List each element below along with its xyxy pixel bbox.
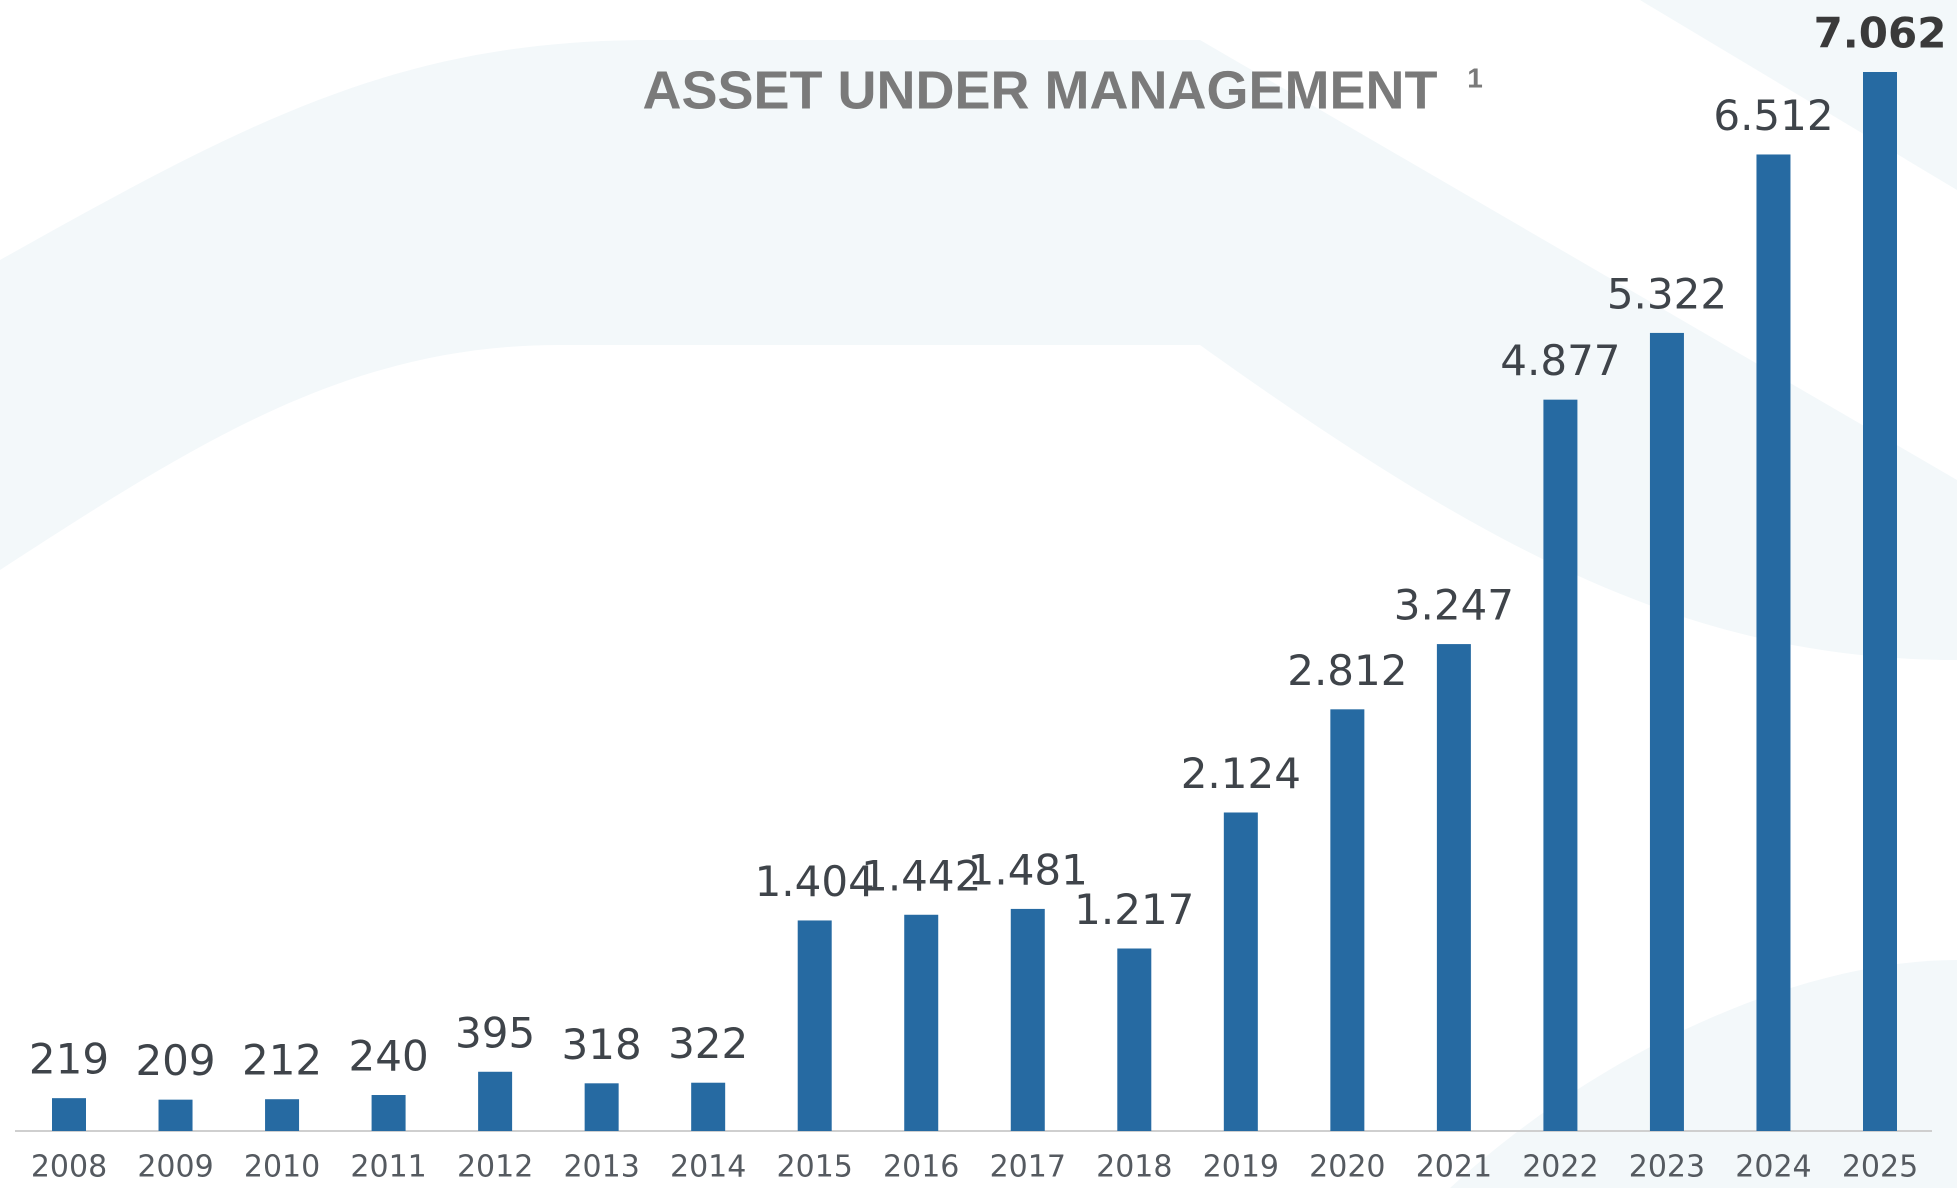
data-label: 212 [242, 1036, 322, 1085]
data-label: 6.512 [1713, 91, 1833, 140]
bar [158, 1099, 193, 1131]
x-tick-label: 2015 [777, 1150, 853, 1185]
x-tick-label: 2008 [31, 1150, 107, 1185]
x-tick-label: 2017 [990, 1150, 1066, 1185]
x-tick-label: 2019 [1203, 1150, 1279, 1185]
data-label: 209 [135, 1036, 215, 1085]
x-tick-label: 2021 [1416, 1150, 1492, 1185]
data-label: 395 [455, 1008, 535, 1057]
x-tick-label: 2014 [670, 1150, 746, 1185]
bar [478, 1071, 513, 1131]
bar [1863, 72, 1897, 1131]
x-tick-label: 2016 [883, 1150, 959, 1185]
data-label: 240 [349, 1032, 429, 1081]
bar [52, 1098, 86, 1131]
bar [1117, 948, 1152, 1131]
data-label: 322 [668, 1019, 748, 1068]
x-tick-label: 2025 [1842, 1150, 1918, 1185]
x-tick-label: 2020 [1309, 1150, 1385, 1185]
bar [797, 920, 832, 1131]
x-tick-label: 2011 [350, 1150, 426, 1185]
data-label: 5.322 [1607, 269, 1727, 318]
bar [265, 1099, 300, 1131]
bar [691, 1082, 726, 1131]
x-tick-label: 2010 [244, 1150, 320, 1185]
bar [904, 914, 939, 1131]
bar [1436, 644, 1471, 1131]
data-label: 4.877 [1500, 336, 1620, 385]
data-label: 1.442 [861, 851, 981, 900]
x-tick-label: 2013 [563, 1150, 639, 1185]
bar [1756, 154, 1791, 1132]
data-label: 3.247 [1394, 581, 1514, 630]
x-tick-label: 2024 [1735, 1150, 1811, 1185]
x-tick-label: 2012 [457, 1150, 533, 1185]
data-label: 219 [29, 1035, 109, 1084]
bar [1223, 812, 1258, 1131]
bar [584, 1083, 619, 1131]
x-tick-label: 2023 [1629, 1150, 1705, 1185]
x-tick-label: 2009 [137, 1150, 213, 1185]
data-label: 1.481 [968, 845, 1088, 894]
title-superscript: 1 [1467, 62, 1483, 93]
bar [1010, 908, 1045, 1131]
bar [1543, 399, 1578, 1131]
data-label: 2.124 [1181, 749, 1301, 798]
bar [1330, 709, 1365, 1131]
data-label: 2.812 [1287, 646, 1407, 695]
data-label: 7.062 [1814, 9, 1947, 58]
x-tick-label: 2022 [1522, 1150, 1598, 1185]
data-label: 1.404 [755, 857, 875, 906]
x-tick-label: 2018 [1096, 1150, 1172, 1185]
bar [371, 1095, 406, 1131]
data-label: 1.217 [1074, 885, 1194, 934]
bar [1649, 332, 1684, 1131]
data-label: 318 [562, 1020, 642, 1069]
chart-title: ASSET UNDER MANAGEMENT [642, 60, 1437, 120]
